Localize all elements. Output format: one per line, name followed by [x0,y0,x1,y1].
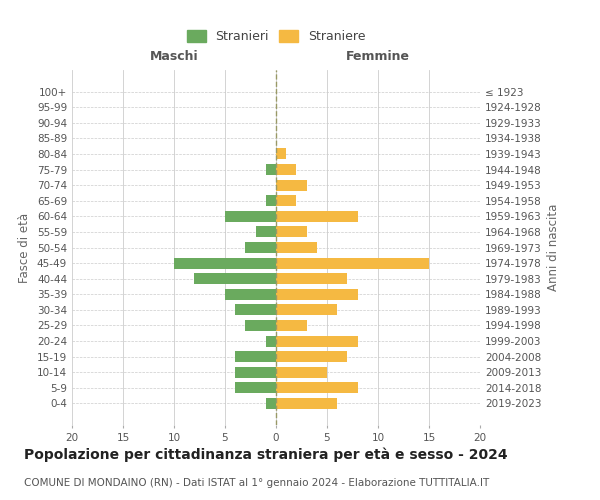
Bar [266,164,276,175]
Bar [276,398,337,409]
Bar [235,367,276,378]
Text: Popolazione per cittadinanza straniera per età e sesso - 2024: Popolazione per cittadinanza straniera p… [24,448,508,462]
Bar [276,289,358,300]
Bar [276,211,358,222]
Bar [266,196,276,206]
Bar [225,289,276,300]
Bar [276,196,296,206]
Bar [276,304,337,316]
Text: COMUNE DI MONDAINO (RN) - Dati ISTAT al 1° gennaio 2024 - Elaborazione TUTTITALI: COMUNE DI MONDAINO (RN) - Dati ISTAT al … [24,478,489,488]
Bar [235,382,276,394]
Bar [276,148,286,160]
Bar [235,304,276,316]
Bar [245,320,276,331]
Bar [266,398,276,409]
Bar [266,336,276,346]
Bar [276,336,358,346]
Y-axis label: Fasce di età: Fasce di età [19,212,31,282]
Bar [276,367,327,378]
Bar [276,242,317,253]
Text: Femmine: Femmine [346,50,410,63]
Bar [174,258,276,268]
Bar [276,351,347,362]
Text: Maschi: Maschi [149,50,199,63]
Bar [245,242,276,253]
Y-axis label: Anni di nascita: Anni di nascita [547,204,560,291]
Bar [276,180,307,190]
Bar [256,226,276,237]
Bar [276,164,296,175]
Bar [235,351,276,362]
Bar [225,211,276,222]
Bar [276,226,307,237]
Bar [276,320,307,331]
Bar [276,258,429,268]
Legend: Stranieri, Straniere: Stranieri, Straniere [183,26,369,47]
Bar [276,273,347,284]
Bar [194,273,276,284]
Bar [276,382,358,394]
